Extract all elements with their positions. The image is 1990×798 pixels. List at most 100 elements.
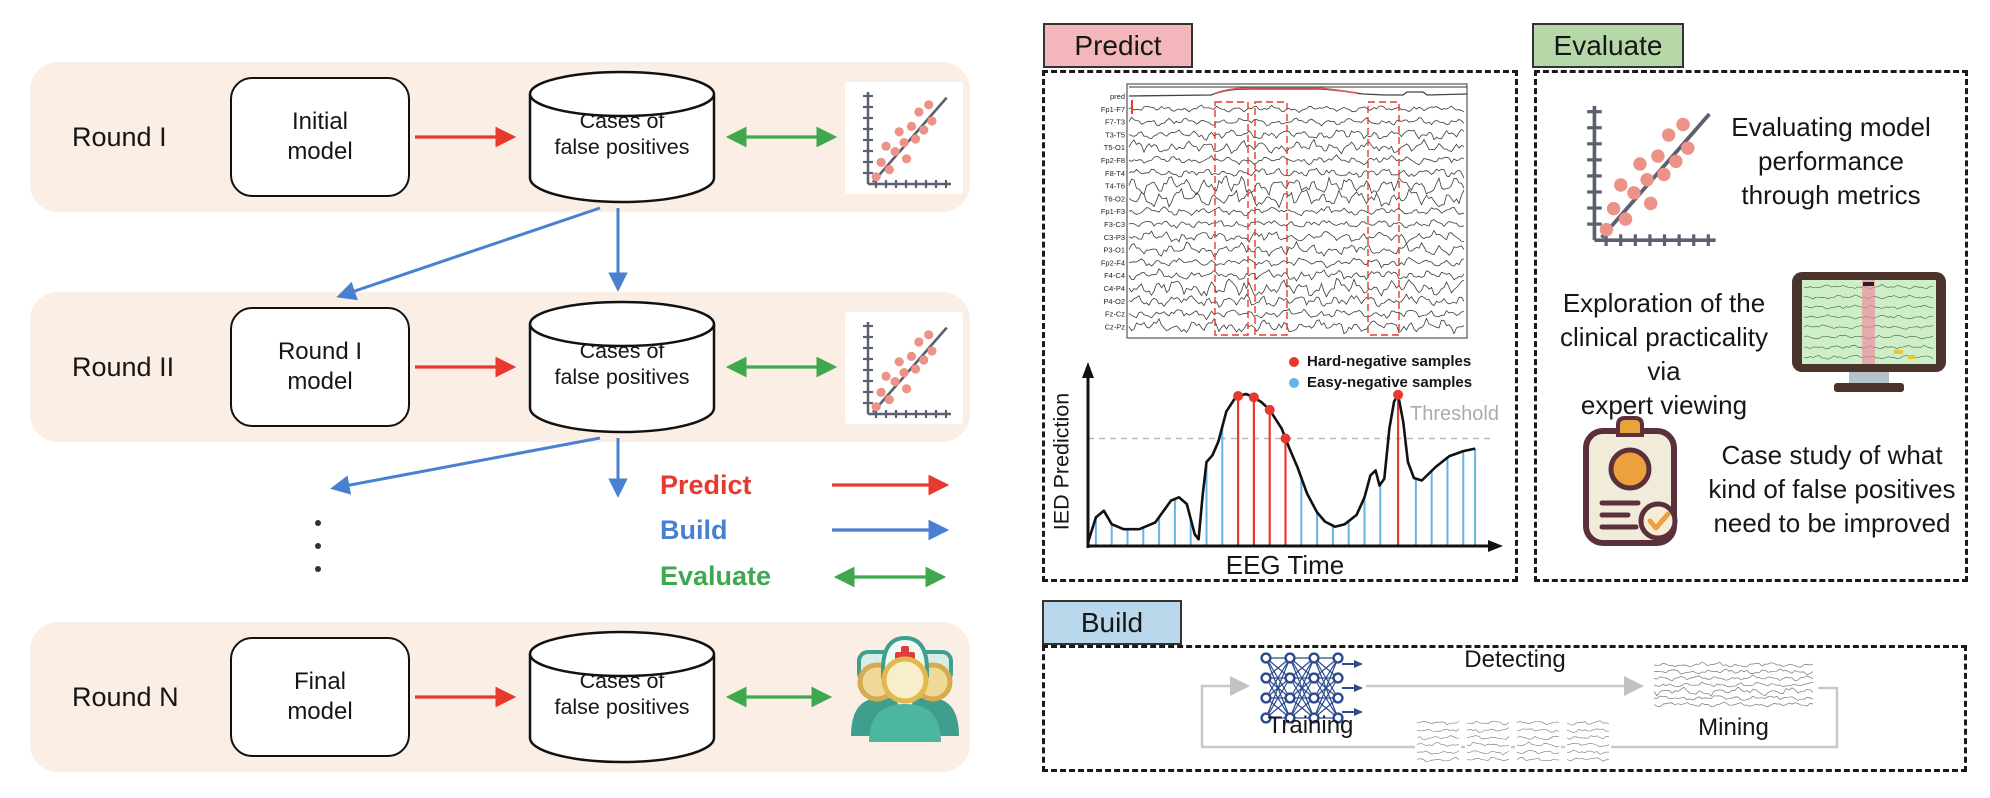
eeg-channel-label: T6-O2 <box>1104 194 1125 203</box>
easy-negative-dot-icon <box>1289 377 1299 388</box>
round-2-model-box: Round I model <box>230 307 410 427</box>
round-1-metrics-card <box>845 82 963 194</box>
database-label: Cases of false positives <box>527 668 717 720</box>
predict-panel-header: Predict <box>1043 23 1193 68</box>
easy-negative-label: Easy-negative samples <box>1307 374 1473 391</box>
ied-chart-xlabel: EEG Time <box>1225 550 1345 580</box>
eeg-channel-label: P4-O2 <box>1103 297 1125 306</box>
neural-network-icon <box>1260 652 1363 724</box>
round-n-model-box: Final model <box>230 637 410 757</box>
database-cylinder-shape <box>528 70 716 204</box>
round-n-database-cylinder: Cases of false positives <box>527 628 717 766</box>
hard-negative-label: Hard-negative samples <box>1307 353 1472 370</box>
eeg-channel-label: Fp2-F8 <box>1101 156 1125 165</box>
eeg-channel-label: T4-T6 <box>1105 182 1125 191</box>
round-2-database-cylinder: Cases of false positives <box>527 298 717 436</box>
database-label-line: Cases of <box>579 669 665 693</box>
ied-chart-ylabel: IED Prediction <box>1049 392 1074 531</box>
evaluate-item-1-text: Evaluating model performance through met… <box>1700 110 1962 212</box>
evaluate-text-line: Evaluating model <box>1731 112 1931 142</box>
evaluate-text-line: expert viewing <box>1580 390 1748 420</box>
medical-team-icon <box>851 635 959 742</box>
evaluate-text-line: Exploration of the <box>1562 288 1766 318</box>
database-label-line: false positives <box>554 135 690 159</box>
round-n-label: Round N <box>72 681 179 712</box>
round-1-model-box: Initial model <box>230 77 410 197</box>
eeg-channel-label: pred <box>1110 92 1125 101</box>
eeg-channel-label: C4-P4 <box>1104 284 1125 293</box>
detection-window-highlight <box>1214 101 1249 336</box>
database-label: Cases of false positives <box>527 108 717 160</box>
scatter-plot-icon <box>863 92 951 188</box>
build-panel-title: Build <box>1080 606 1144 638</box>
model-box-line: model <box>287 368 353 395</box>
eeg-channel-label: C3-P3 <box>1104 233 1125 242</box>
training-sample-patches <box>1415 716 1611 766</box>
ied-prediction-chart <box>1082 362 1503 552</box>
database-label-line: false positives <box>554 695 690 719</box>
evaluate-text-line: through metrics <box>1741 180 1921 210</box>
ied-chart-legend: Hard-negative samples Easy-negative samp… <box>1289 353 1472 391</box>
round-1-database-cylinder: Cases of false positives <box>527 68 717 206</box>
training-label: Training <box>1267 712 1354 739</box>
hard-negative-dot-icon <box>1289 356 1299 367</box>
eeg-channel-label: Cz-Pz <box>1105 322 1126 331</box>
eeg-channel-label: T3-T5 <box>1105 130 1125 139</box>
round-2-label: Round II <box>72 351 175 382</box>
eeg-channel-label: Fp1-F3 <box>1101 207 1125 216</box>
hard-negative-sample-dot <box>1280 433 1291 444</box>
threshold-label: Threshold <box>1410 403 1499 425</box>
legend-easy-negative: Easy-negative samples <box>1289 374 1472 391</box>
eeg-channel-label: P3-O1 <box>1103 246 1125 255</box>
ied-prediction-curve <box>1086 392 1476 544</box>
model-box-line: model <box>287 698 353 725</box>
eeg-channel-label: Fp2-F4 <box>1101 258 1125 267</box>
evaluate-item-3-text: Case study of what kind of false positiv… <box>1698 438 1966 540</box>
hard-negative-sample-dot <box>1233 390 1244 401</box>
round-2-metrics-card <box>845 312 963 424</box>
evaluate-text-line: kind of false positives <box>1708 474 1956 504</box>
eeg-monitor-icon <box>1792 272 1946 392</box>
evaluate-text-line: Case study of what <box>1721 440 1943 470</box>
build-panel-header: Build <box>1042 600 1182 645</box>
hard-negative-sample-dot <box>1264 404 1275 415</box>
eeg-channel-label: Fz-Cz <box>1105 310 1125 319</box>
legend-build-label: Build <box>660 515 728 545</box>
model-box-line: Final <box>293 668 347 695</box>
legend-predict-label: Predict <box>660 470 752 500</box>
build-arrow-to-round-2-model <box>336 206 601 301</box>
hard-negative-sample-dot <box>1248 392 1259 403</box>
model-box-line: Round I <box>277 338 363 365</box>
eeg-channel-label: F8-T4 <box>1105 169 1125 178</box>
eeg-channel-label: T5-O1 <box>1104 143 1125 152</box>
evaluate-panel-header: Evaluate <box>1532 23 1684 68</box>
database-label-line: false positives <box>554 365 690 389</box>
scatter-plot-icon <box>863 322 951 418</box>
predict-panel-title: Predict <box>1074 29 1162 61</box>
database-cylinder-shape <box>528 630 716 764</box>
round-1-label: Round I <box>72 121 167 152</box>
evaluate-panel-title: Evaluate <box>1553 29 1663 61</box>
scatter-plot-icon <box>1587 105 1716 246</box>
model-box-line: Initial <box>291 108 349 135</box>
clipboard-check-icon <box>1583 416 1678 546</box>
mined-eeg-segment-image <box>1652 658 1817 710</box>
eeg-traces-figure: pred Fp1-F7 F7-T3 T3-T5 T5-O1 Fp2-F8 F8-T4 T4-T… <box>1101 83 1468 339</box>
build-arrow-to-next-round <box>330 436 601 495</box>
evaluate-text-line: clinical practicality via <box>1559 322 1769 386</box>
database-label-line: Cases of <box>579 339 665 363</box>
evaluate-text-line: performance <box>1758 146 1904 176</box>
detection-window-highlight <box>1254 101 1288 336</box>
database-label: Cases of false positives <box>527 338 717 390</box>
model-box-line: model <box>287 138 353 165</box>
eeg-channel-label: F3-C3 <box>1104 220 1125 229</box>
eeg-channel-label: Fp1-F7 <box>1101 105 1125 114</box>
eeg-channel-label: F7-T3 <box>1105 118 1125 127</box>
detecting-label: Detecting <box>1464 646 1566 673</box>
legend-hard-negative: Hard-negative samples <box>1289 353 1472 370</box>
legend-evaluate-label: Evaluate <box>660 561 772 591</box>
database-cylinder-shape <box>528 300 716 434</box>
hard-negative-sample-dot <box>1393 389 1404 400</box>
mining-label: Mining <box>1698 714 1769 741</box>
